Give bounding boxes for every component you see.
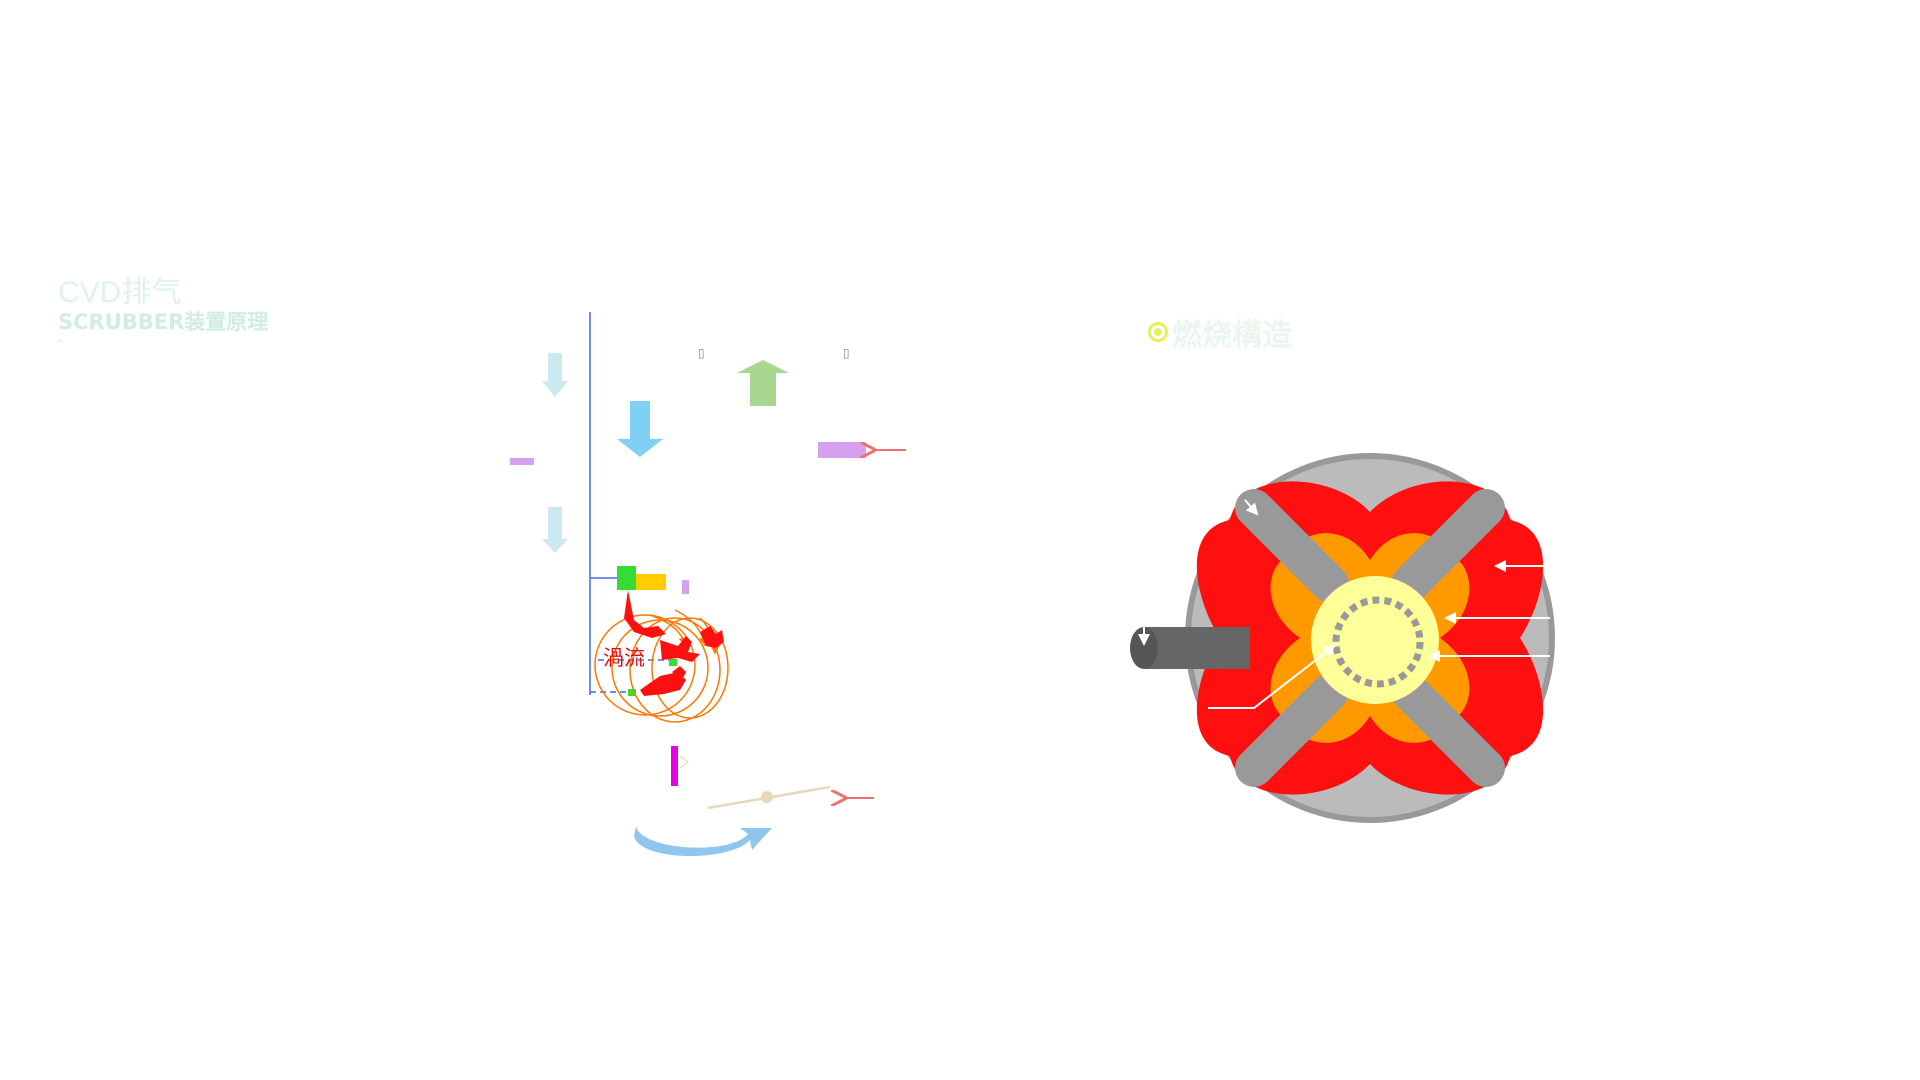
scrubber-diagram: ▯ ▯ 渦流	[510, 312, 906, 857]
vortex-swirl	[594, 609, 729, 723]
title-dash: -	[58, 333, 64, 349]
nozzle-ring	[1332, 596, 1424, 688]
purple-small-marker	[682, 580, 689, 594]
small-box-glyph: ▯	[698, 346, 705, 360]
corner-arrow	[1244, 499, 1259, 516]
green-small-block	[669, 659, 677, 666]
vortex-label: 渦流	[603, 646, 645, 670]
combustion-diagram	[1130, 453, 1555, 823]
target-bullet-icon	[1148, 322, 1168, 342]
combustion-structure-label: 燃烧構造	[1172, 318, 1292, 353]
burner-pipe	[1235, 489, 1505, 787]
callout-lines	[1208, 560, 1550, 709]
flame-jets	[624, 590, 724, 696]
green-small-block	[628, 689, 636, 696]
rotate-arrow-icon	[634, 826, 772, 857]
green-nozzle-block	[617, 566, 636, 590]
magenta-plate	[671, 746, 678, 786]
combustion-core	[1311, 576, 1439, 704]
combustion-structure-heading: 燃烧構造	[1148, 310, 1292, 354]
down-arrow-light-icon	[542, 353, 568, 397]
purple-inlet-block	[818, 442, 866, 458]
yellow-nozzle-block	[636, 574, 666, 590]
up-arrow-green-icon	[737, 360, 789, 406]
side-inlet-pipe	[1130, 627, 1250, 669]
page-title: CVD排气	[58, 276, 182, 309]
small-box-glyph: ▯	[843, 346, 850, 360]
tan-rod-joint	[761, 791, 773, 803]
purple-marker	[510, 458, 534, 465]
page-subtitle: SCRUBBER装置原理	[58, 310, 269, 334]
down-arrow-light-icon	[542, 507, 568, 553]
title-block: CVD排气 SCRUBBER装置原理 -	[58, 276, 268, 348]
down-arrow-blue-icon	[617, 401, 663, 457]
plate-connector	[679, 755, 689, 769]
